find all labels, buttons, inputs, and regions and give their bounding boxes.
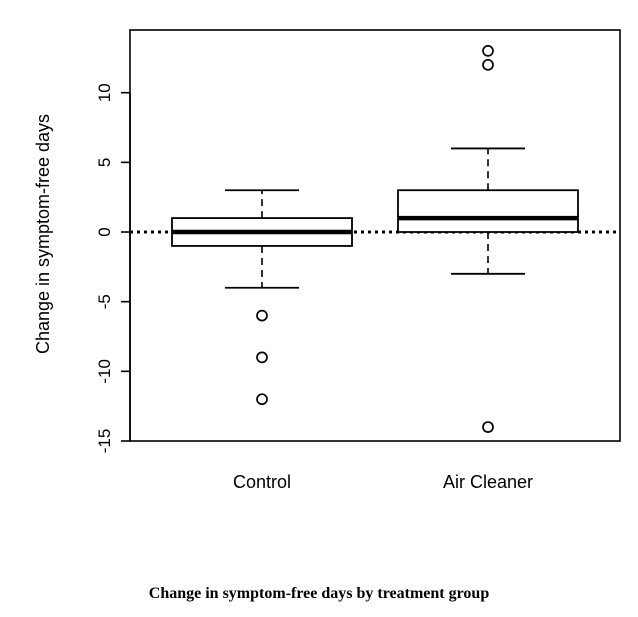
- outlier-point: [256, 351, 268, 364]
- outlier-point: [482, 45, 494, 57]
- y-tick-label: -10: [95, 359, 114, 384]
- outlier-point: [256, 309, 268, 322]
- y-tick-label: 0: [95, 227, 114, 236]
- outlier-point: [482, 58, 494, 71]
- iqr-box: [397, 189, 579, 233]
- box-group: [171, 189, 353, 406]
- y-tick-label: -15: [95, 429, 114, 454]
- y-tick-label: -5: [95, 294, 114, 309]
- y-axis: -15 -10 -5 0 5 10: [95, 83, 131, 454]
- y-tick-label: 10: [95, 83, 114, 102]
- x-category-label: Air Cleaner: [443, 472, 533, 492]
- figure-caption: Change in symptom-free days by treatment…: [148, 585, 490, 602]
- category-labels: Control Air Cleaner: [233, 472, 533, 492]
- outlier-point: [482, 421, 494, 433]
- boxes-layer: [171, 45, 579, 433]
- y-axis-label: Change in symptom-free days: [33, 114, 53, 354]
- y-tick-label: 5: [95, 158, 114, 167]
- box-group: [397, 45, 579, 433]
- outlier-point: [256, 393, 268, 406]
- x-category-label: Control: [233, 472, 291, 492]
